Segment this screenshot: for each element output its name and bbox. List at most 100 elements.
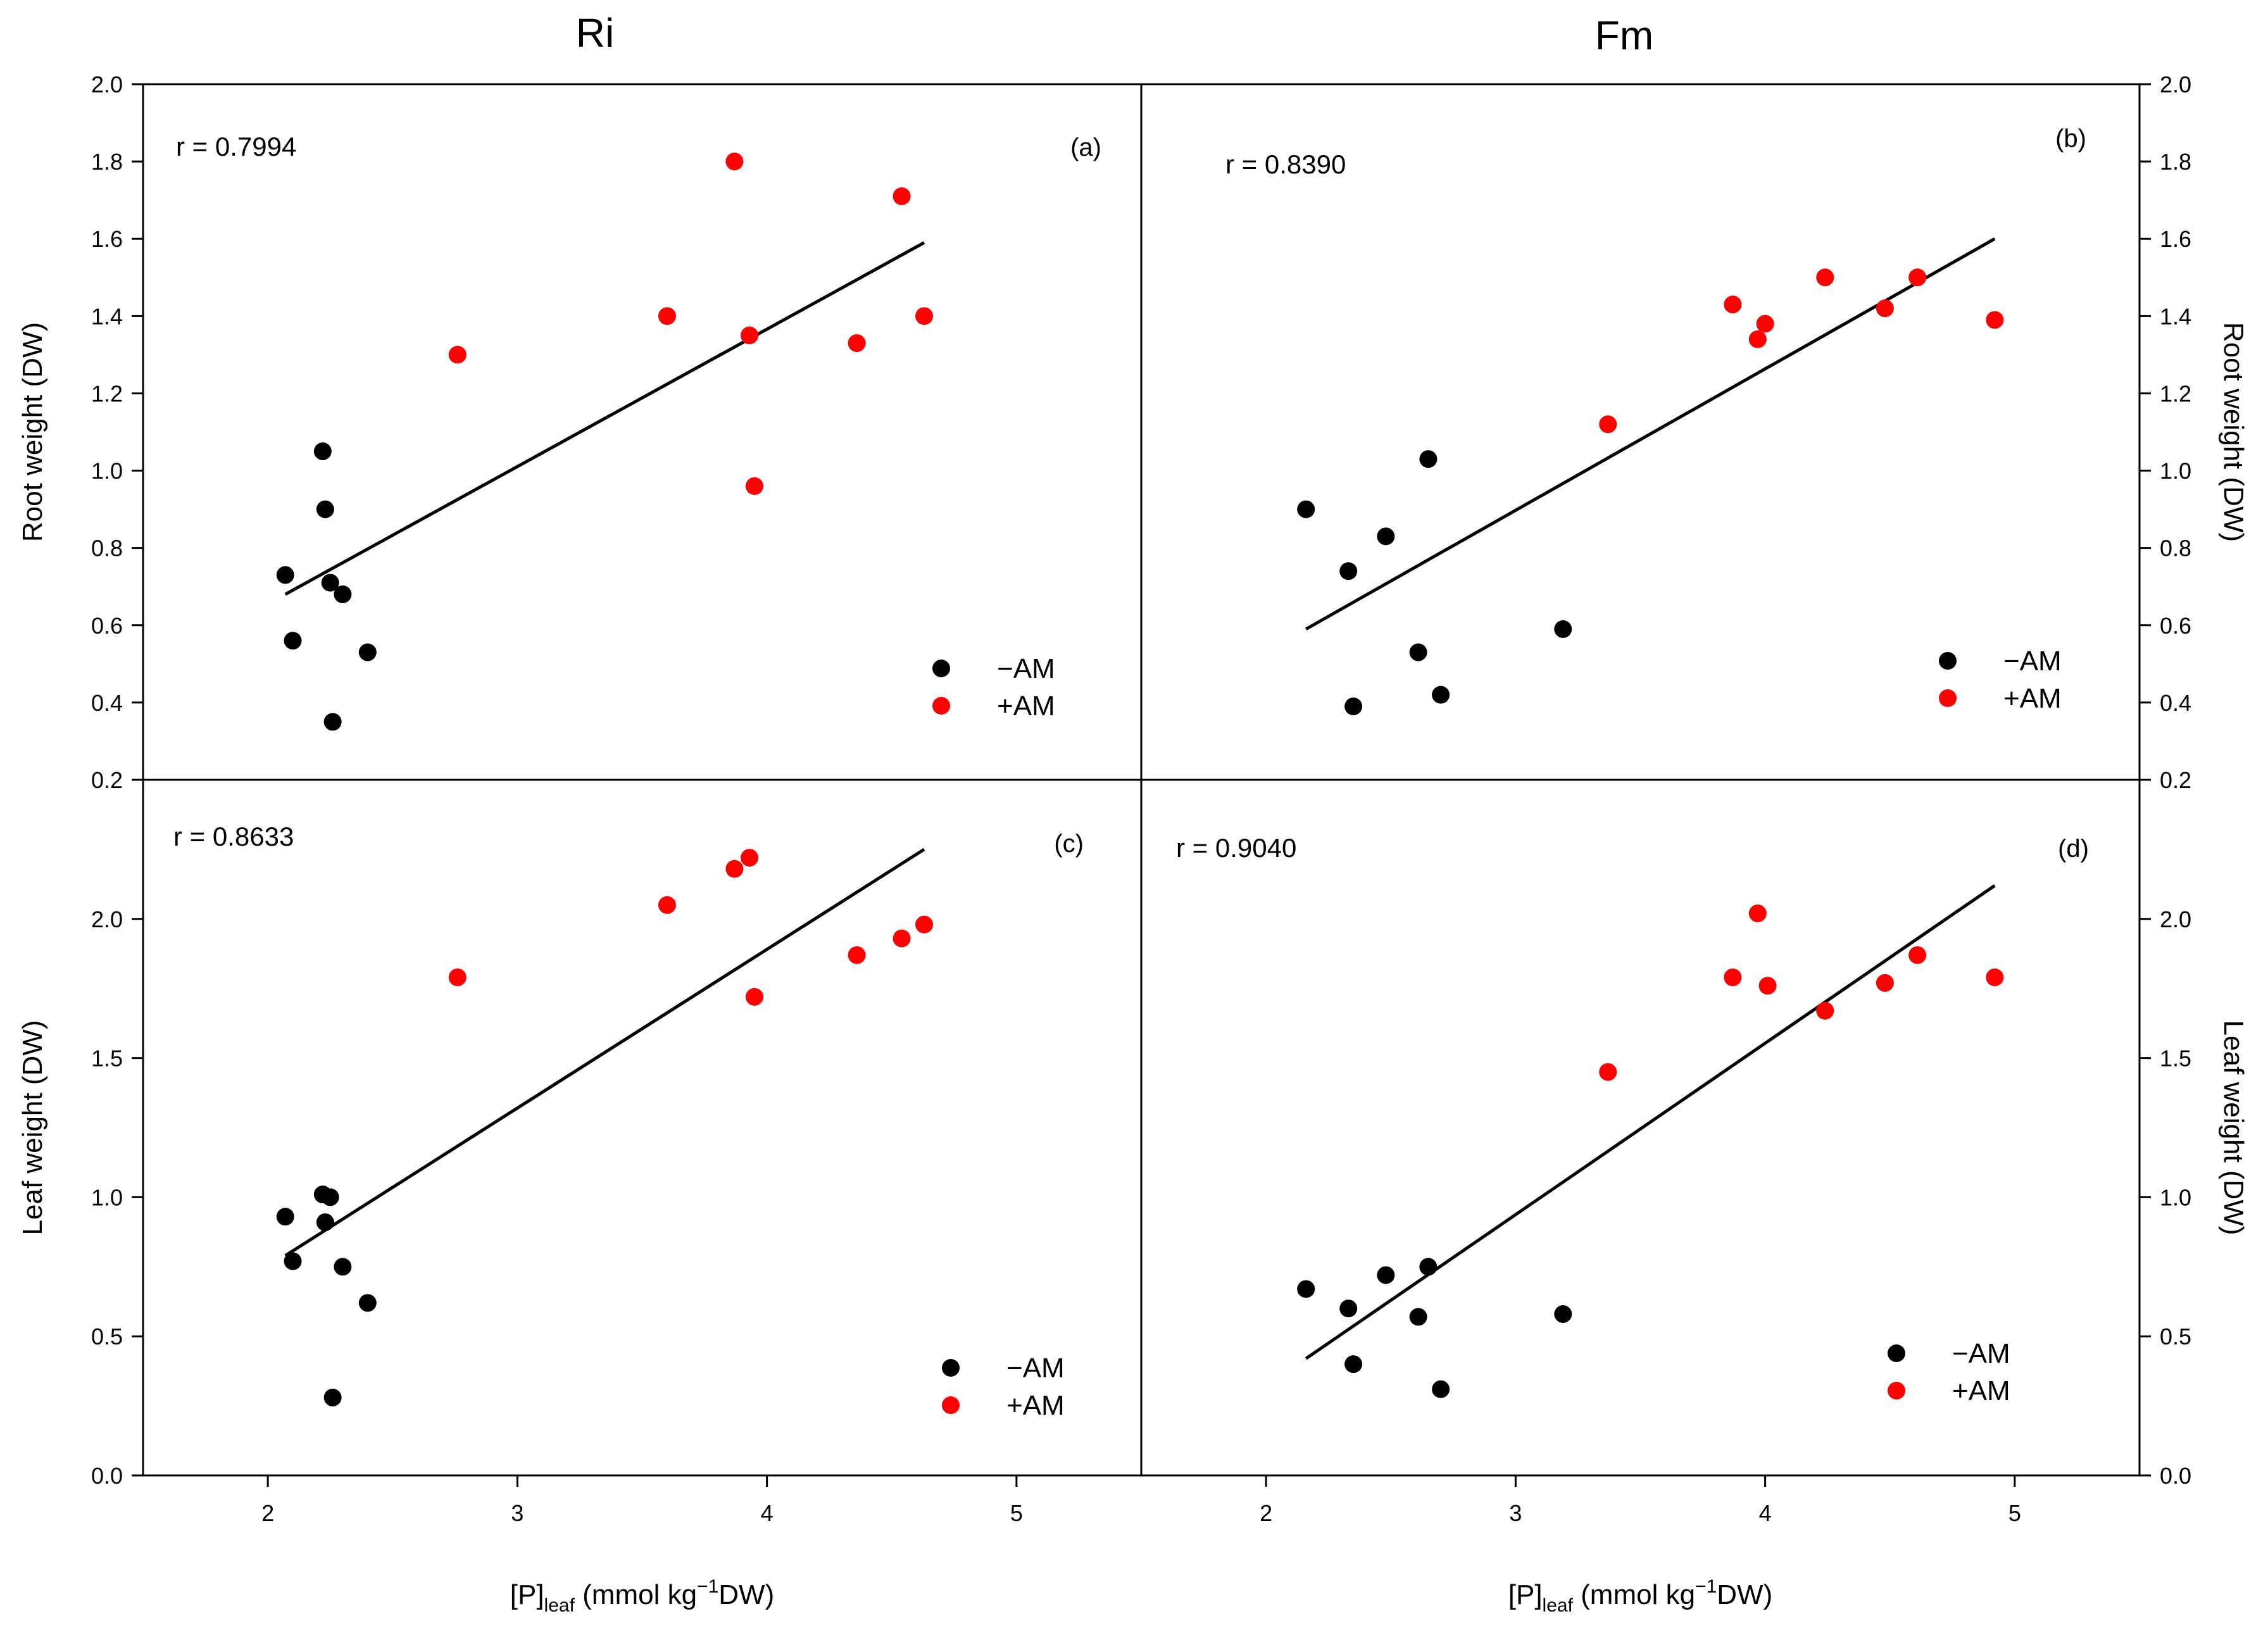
legend-label-plus-am: +AM bbox=[1952, 1375, 2010, 1406]
y-tick-label: 1.0 bbox=[2160, 458, 2191, 484]
point-plus-am bbox=[725, 860, 744, 878]
y-tick-label: 0.8 bbox=[91, 535, 123, 561]
x-axis-label-part: DW) bbox=[1717, 1579, 1772, 1610]
y-tick-label: 1.8 bbox=[91, 149, 123, 175]
point-plus-am bbox=[741, 849, 759, 867]
point-plus-am bbox=[848, 334, 866, 353]
y-tick-label: 0.8 bbox=[2160, 535, 2191, 561]
x-axis-label: [P]leaf (mmol kg−1DW) bbox=[510, 1576, 774, 1616]
y-tick-label: 1.6 bbox=[91, 226, 123, 252]
point-minus-am bbox=[1554, 1305, 1572, 1324]
legend: −AM +AM bbox=[942, 1353, 1065, 1421]
point-minus-am bbox=[313, 442, 332, 461]
x-tick-label: 2 bbox=[1260, 1500, 1272, 1526]
point-plus-am bbox=[1724, 296, 1742, 314]
regression-line bbox=[1305, 884, 1996, 1360]
panel-d: 0.0 0.5 1.0 1.5 2.0 2 3 4 5 [P]leaf (mmol kg−1DW)… bbox=[1140, 779, 2249, 1616]
y-axis-label: Root weight (DW) bbox=[2218, 322, 2249, 542]
x-axis-label-part: [P] bbox=[1508, 1579, 1543, 1610]
point-minus-am bbox=[358, 643, 377, 661]
x-tick-label: 3 bbox=[511, 1500, 523, 1526]
x-tick-label: 4 bbox=[761, 1500, 774, 1526]
y-tick-label: 0.2 bbox=[2160, 767, 2191, 793]
y-tick-label: 2.0 bbox=[91, 72, 123, 97]
point-plus-am bbox=[725, 153, 744, 171]
y-tick-label: 1.2 bbox=[2160, 380, 2191, 406]
x-axis-label-part: (mmol kg bbox=[575, 1579, 697, 1610]
regression-line bbox=[284, 241, 925, 596]
point-minus-am bbox=[1554, 620, 1572, 638]
point-plus-am bbox=[915, 307, 934, 325]
plot-frame bbox=[142, 779, 1143, 1477]
x-tick-label: 4 bbox=[1759, 1500, 1772, 1526]
point-minus-am bbox=[1297, 500, 1315, 518]
point-plus-am bbox=[1724, 968, 1742, 987]
point-minus-am bbox=[1339, 562, 1358, 580]
correlation-label: r = 0.8390 bbox=[1225, 149, 1346, 179]
y-tick-label: 0.6 bbox=[2160, 613, 2191, 639]
point-plus-am bbox=[1756, 315, 1774, 333]
y-tick-label: 2.0 bbox=[2160, 72, 2191, 97]
y-tick-label: 2.0 bbox=[2160, 906, 2191, 932]
point-minus-am bbox=[276, 566, 294, 584]
regression-line bbox=[284, 848, 925, 1257]
x-axis-label-part: [P] bbox=[510, 1579, 544, 1610]
legend-marker-minus-am bbox=[942, 1359, 960, 1377]
point-plus-am bbox=[658, 307, 676, 325]
point-plus-am bbox=[741, 326, 759, 344]
point-plus-am bbox=[1758, 977, 1777, 995]
plot-frame bbox=[1140, 83, 2141, 781]
panel-label: (b) bbox=[2055, 125, 2086, 153]
point-plus-am bbox=[1876, 974, 1894, 992]
legend-label-minus-am: −AM bbox=[997, 653, 1055, 684]
y-tick-label: 1.5 bbox=[91, 1046, 123, 1072]
correlation-label: r = 0.8633 bbox=[173, 822, 294, 851]
legend: −AM +AM bbox=[932, 653, 1055, 722]
y-tick-label: 0.4 bbox=[2160, 690, 2191, 716]
panel-c: 0.0 0.5 1.0 1.5 2.0 2 3 4 5 [P]leaf (mmol kg−1DW)… bbox=[17, 779, 1143, 1616]
legend-marker-minus-am bbox=[1939, 652, 1957, 670]
point-plus-am bbox=[745, 987, 763, 1006]
legend-label-minus-am: −AM bbox=[1952, 1338, 2010, 1369]
point-minus-am bbox=[1297, 1280, 1315, 1298]
point-plus-am bbox=[1816, 268, 1834, 287]
legend-marker-plus-am bbox=[932, 697, 950, 715]
point-plus-am bbox=[1986, 311, 2004, 329]
y-tick-label: 0.5 bbox=[91, 1324, 123, 1349]
legend-label-plus-am: +AM bbox=[1006, 1390, 1065, 1421]
point-minus-am bbox=[1409, 1308, 1427, 1326]
legend: −AM +AM bbox=[1939, 646, 2062, 714]
point-minus-am bbox=[316, 500, 334, 518]
y-tick-label: 0.0 bbox=[2160, 1463, 2191, 1489]
y-tick-label: 1.0 bbox=[2160, 1184, 2191, 1210]
y-tick-label: 0.4 bbox=[91, 690, 123, 716]
point-minus-am bbox=[334, 585, 352, 603]
point-minus-am bbox=[323, 713, 342, 731]
correlation-label: r = 0.7994 bbox=[176, 132, 296, 161]
y-tick-label: 1.5 bbox=[2160, 1046, 2191, 1072]
point-plus-am bbox=[1816, 1001, 1834, 1020]
point-minus-am bbox=[358, 1294, 377, 1312]
panel-a: 0.2 0.4 0.6 0.8 1.0 1.2 1.4 1.6 1.8 2.0 Root weigh… bbox=[17, 72, 1143, 793]
x-tick-label: 2 bbox=[261, 1500, 274, 1526]
point-plus-am bbox=[1986, 968, 2004, 987]
y-tick-label: 0.5 bbox=[2160, 1324, 2191, 1349]
point-plus-am bbox=[448, 968, 467, 987]
x-axis-label-part: −1 bbox=[697, 1576, 718, 1597]
point-plus-am bbox=[848, 946, 866, 964]
point-plus-am bbox=[1599, 415, 1617, 434]
legend-marker-plus-am bbox=[1939, 689, 1957, 707]
panel-label: (d) bbox=[2058, 835, 2089, 863]
point-plus-am bbox=[1908, 268, 1927, 287]
y-tick-label: 1.4 bbox=[2160, 303, 2191, 329]
x-axis-label: [P]leaf (mmol kg−1DW) bbox=[1508, 1576, 1772, 1616]
point-minus-am bbox=[1432, 686, 1450, 704]
y-tick-label: 1.4 bbox=[91, 303, 123, 329]
point-minus-am bbox=[1419, 1258, 1438, 1276]
column-title-fm: Fm bbox=[1595, 13, 1653, 58]
panel-label: (a) bbox=[1070, 134, 1101, 161]
point-minus-am bbox=[1432, 1380, 1450, 1398]
point-plus-am bbox=[1599, 1063, 1617, 1081]
y-tick-label: 2.0 bbox=[91, 906, 123, 932]
